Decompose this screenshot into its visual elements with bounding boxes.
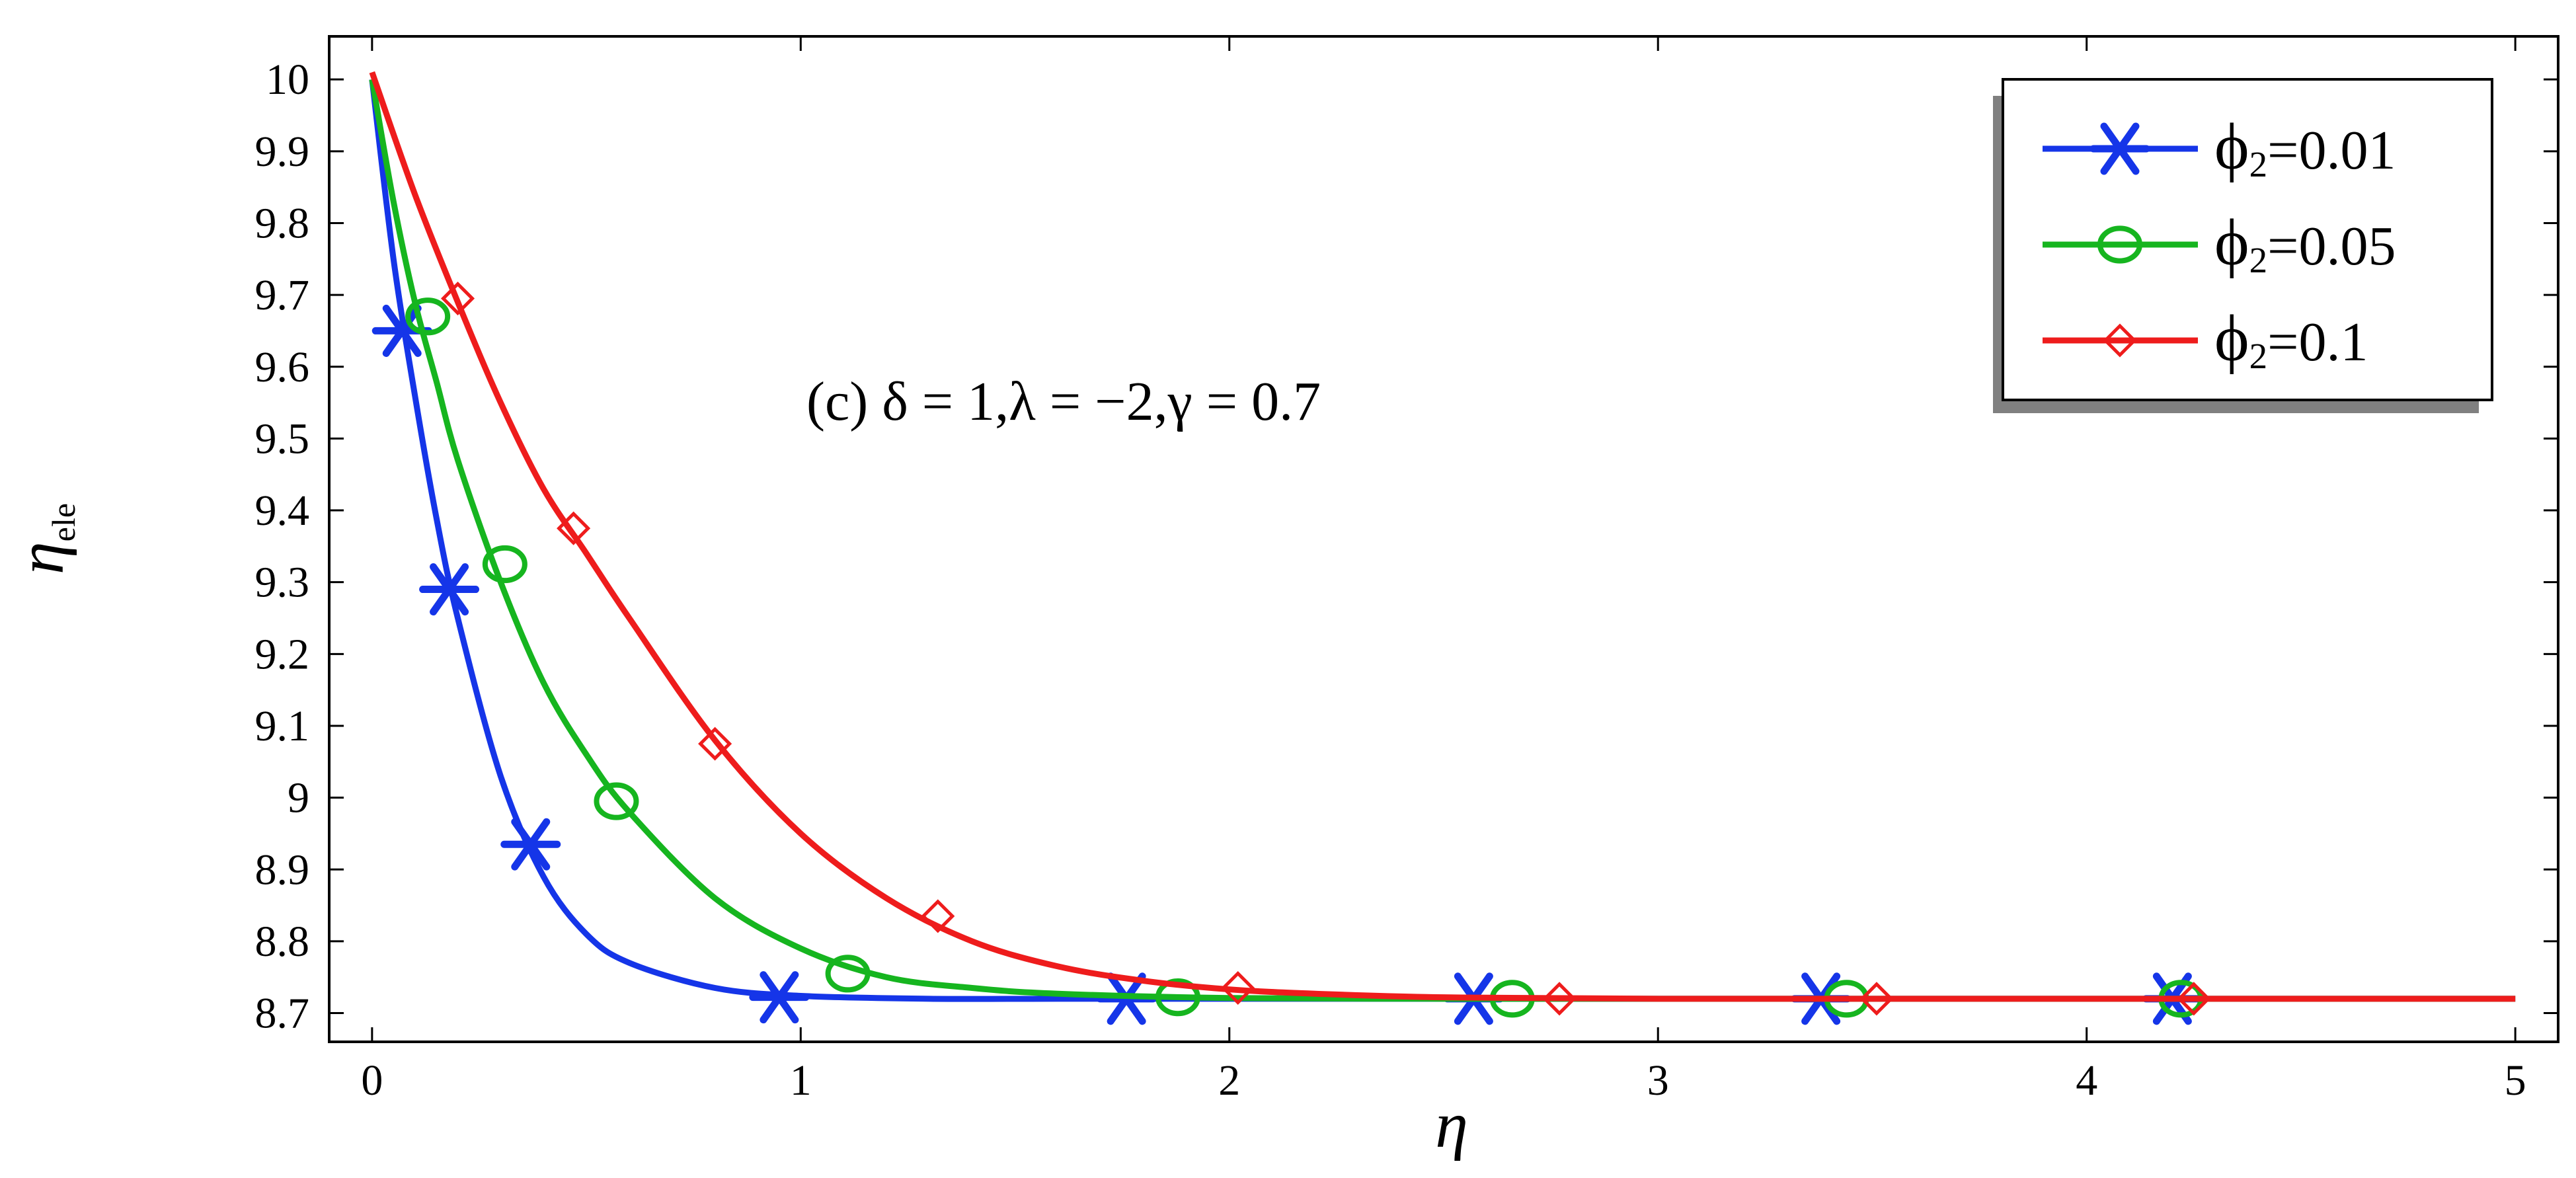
series-marker-2 [441,282,475,316]
annotation-label: (c) δ = 1,λ = −2,γ = 0.7 [806,371,1321,432]
y-tick-label: 9.6 [255,343,310,391]
series-marker-2 [921,899,955,933]
series-marker-1 [594,782,639,820]
y-tick-label: 8.7 [255,990,310,1038]
y-tick-label: 9 [288,774,309,822]
series-marker-0 [749,971,810,1024]
legend-item-1: ϕ2=0.05 [2043,206,2396,280]
y-axis-title-main: η [4,541,77,574]
legend-items: ϕ2=0.01 ϕ2=0.05 ϕ2=0.1 [2043,110,2396,376]
series-layer [369,71,2516,1025]
y-axis-title: ηele [4,503,82,574]
y-tick-label: 8.9 [255,845,310,894]
svg-text:ηele: ηele [4,503,82,574]
series-marker-0 [500,818,561,871]
series-marker-1 [482,545,527,584]
y-tick-label: 9.1 [255,702,310,750]
x-tick-label: 1 [790,1056,812,1105]
legend-marker-1 [2097,225,2142,264]
legend-label: ϕ2=0.01 [2214,110,2396,184]
y-tick-label: 9.5 [255,414,310,463]
legend-marker-0 [2089,122,2150,175]
y-tick-label: 10 [266,56,309,104]
axes-layer: 0 1 2 3 4 5 8.7 8.8 8.9 9 9.1 9.2 9.3 9.4 9.5 9.6 9.7 9.8… [255,36,2558,1105]
series-marker-0 [419,563,480,616]
y-tick-label: 9.8 [255,199,310,247]
series-marker-2 [557,511,591,545]
y-tick-label: 9.2 [255,630,310,678]
y-tick-label: 9.3 [255,559,310,607]
legend-item-2: ϕ2=0.1 [2043,301,2368,376]
legend-item-0: ϕ2=0.01 [2043,110,2396,184]
legend-marker-2 [2103,323,2137,358]
x-tick-label: 3 [1647,1056,1669,1105]
legend-label: ϕ2=0.1 [2214,301,2368,376]
legend-box [2002,78,2493,401]
series-marker-2 [1542,982,1577,1016]
series-line-2 [369,71,2516,1002]
legend: ϕ2=0.01 ϕ2=0.05 ϕ2=0.1 [1993,78,2493,413]
series-marker-1 [1155,978,1200,1017]
y-tick-label: 9.9 [255,128,310,176]
series-marker-2 [1859,982,1894,1016]
series-marker-2 [698,726,732,761]
series-marker-1 [405,297,451,336]
series-marker-2 [1221,970,1255,1005]
series-marker-1 [825,955,871,993]
series-marker-2 [2177,982,2211,1016]
x-tick-label: 4 [2076,1056,2097,1105]
x-tick-label: 2 [1218,1056,1240,1105]
y-tick-label: 9.4 [255,487,310,535]
x-tick-label: 5 [2505,1056,2526,1105]
x-axis-title: η [1435,1088,1468,1161]
legend-label: ϕ2=0.05 [2214,206,2396,280]
x-tick-label: 0 [361,1056,383,1105]
y-axis-title-sub: ele [45,503,82,541]
y-tick-label: 8.8 [255,918,310,966]
y-tick-label: 9.7 [255,271,310,319]
